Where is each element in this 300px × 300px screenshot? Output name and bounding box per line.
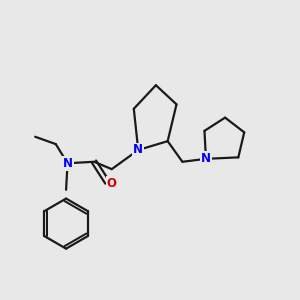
Text: N: N xyxy=(201,152,211,165)
Text: N: N xyxy=(133,143,143,157)
Text: O: O xyxy=(107,177,117,190)
Text: N: N xyxy=(63,157,73,170)
